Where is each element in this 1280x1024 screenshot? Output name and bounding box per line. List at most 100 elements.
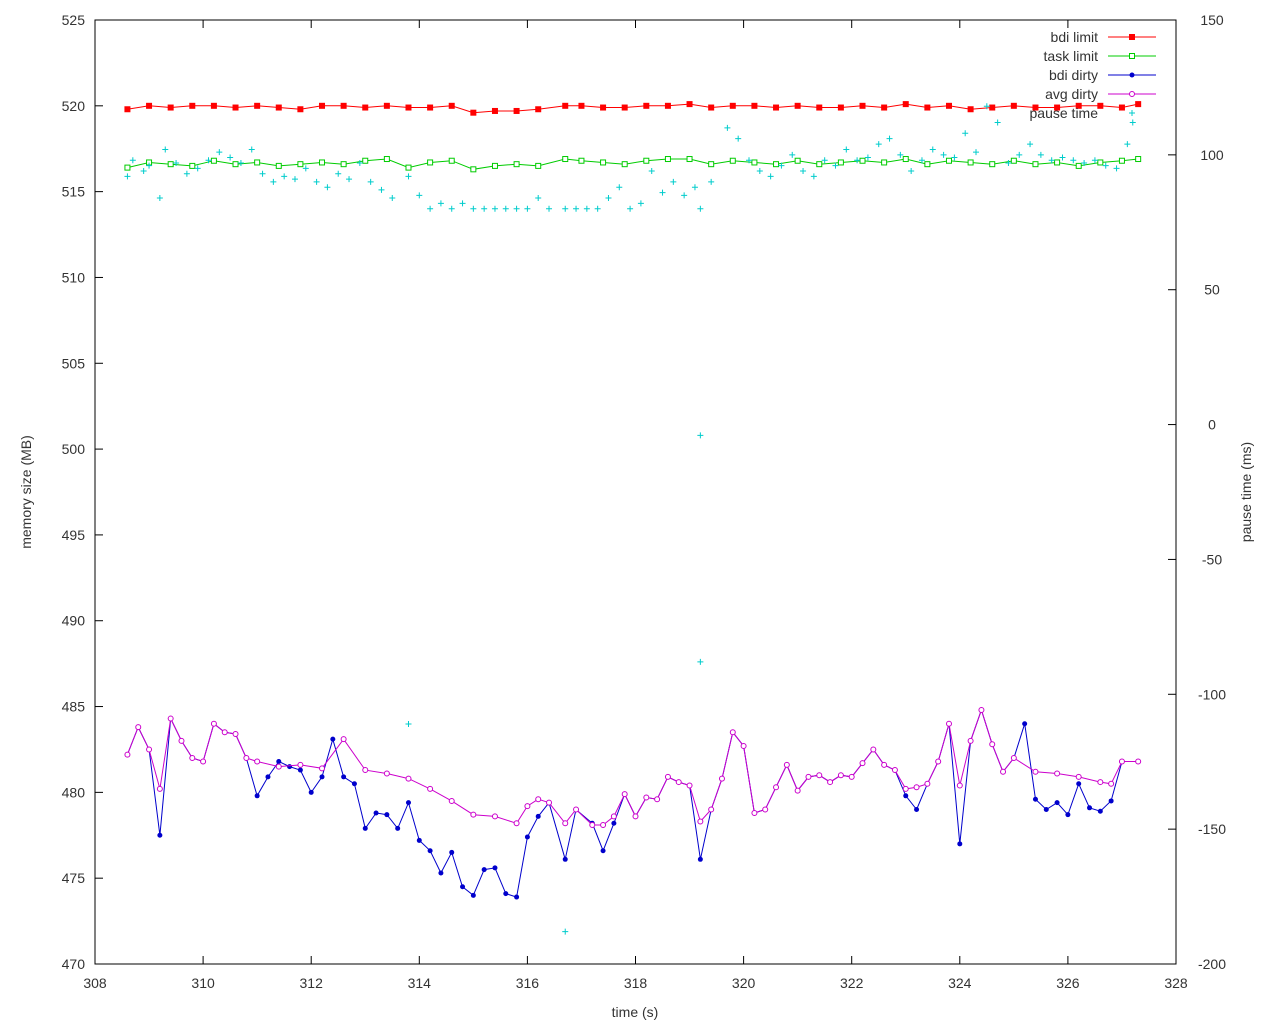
pause-time-point xyxy=(951,154,958,161)
pause-time-point xyxy=(767,173,774,180)
bdi-dirty-point xyxy=(449,849,455,855)
avg-dirty-point xyxy=(232,731,239,738)
bdi-limit-point xyxy=(491,107,498,114)
bdi-dirty-point xyxy=(492,865,498,871)
avg-dirty-point xyxy=(848,773,855,780)
avg-dirty-point xyxy=(156,785,163,792)
legend-pause-time-point xyxy=(1129,110,1135,116)
avg-dirty-point xyxy=(762,806,769,813)
pause-time-point xyxy=(832,162,839,169)
task-limit-point xyxy=(491,162,498,169)
x-tick-label: 322 xyxy=(840,975,864,991)
avg-dirty-point xyxy=(448,797,455,804)
avg-dirty-point xyxy=(827,779,834,786)
task-limit-point xyxy=(859,157,866,164)
avg-dirty-point xyxy=(200,758,207,765)
bdi-dirty-point xyxy=(308,789,314,795)
bdi-dirty-point xyxy=(351,781,357,787)
legend-label: bdi dirty xyxy=(1049,67,1098,83)
pause-time-series xyxy=(124,103,1136,935)
task-limit-point xyxy=(686,156,693,163)
bdi-dirty-point xyxy=(405,800,411,806)
pause-time-point xyxy=(843,146,850,153)
avg-dirty-point xyxy=(729,729,736,736)
task-limit-point xyxy=(967,159,974,166)
task-limit-point xyxy=(210,157,217,164)
avg-dirty-point xyxy=(427,785,434,792)
legend: bdi limit task limit bdi dirty avg dirty pau… xyxy=(1030,29,1156,121)
bdi-dirty-point xyxy=(319,774,325,780)
avg-dirty-point xyxy=(1118,758,1125,765)
task-limit-point xyxy=(340,161,347,168)
task-limit-point xyxy=(837,159,844,166)
bdi-limit-point xyxy=(816,104,823,111)
bdi-limit-point xyxy=(405,104,412,111)
pause-time-point xyxy=(708,178,715,185)
bdi-limit-point xyxy=(470,109,477,116)
task-limit-point xyxy=(578,157,585,164)
pause-time-point xyxy=(616,184,623,191)
y-tick-label: 495 xyxy=(62,527,86,543)
y-tick-label: 525 xyxy=(62,12,86,28)
task-limit-point xyxy=(751,159,758,166)
bdi-limit-point xyxy=(794,102,801,109)
y-tick-label: 505 xyxy=(62,355,86,371)
x-tick-label: 328 xyxy=(1164,975,1188,991)
y2-tick-label: -50 xyxy=(1202,551,1222,567)
avg-dirty-point xyxy=(210,720,217,727)
pause-time-point xyxy=(270,178,277,185)
pause-time-point xyxy=(583,205,590,212)
bdi-limit-point xyxy=(967,106,974,113)
bdi-limit-point xyxy=(643,102,650,109)
pause-time-point xyxy=(481,205,488,212)
task-limit-point xyxy=(167,161,174,168)
pause-time-point xyxy=(1037,151,1044,158)
bdi-limit-point xyxy=(902,101,909,108)
pause-time-point xyxy=(546,205,553,212)
avg-dirty-point xyxy=(935,758,942,765)
avg-dirty-point xyxy=(654,796,661,803)
bdi-limit-point xyxy=(167,104,174,111)
bdi-limit-line xyxy=(127,103,1139,114)
pause-time-point xyxy=(1005,159,1012,166)
y2-tick-label: 100 xyxy=(1200,147,1224,163)
bdi-dirty-point xyxy=(395,825,401,831)
legend-label: task limit xyxy=(1044,48,1099,64)
bdi-limit-point xyxy=(513,107,520,114)
pause-time-point xyxy=(800,168,807,175)
bdi-dirty-point xyxy=(600,848,606,854)
bdi-dirty-point xyxy=(1097,808,1103,814)
legend-bdi-limit-point xyxy=(1129,34,1135,40)
pause-time-point xyxy=(697,205,704,212)
avg-dirty-point xyxy=(859,760,866,767)
bdi-dirty-point xyxy=(1022,721,1028,727)
pause-time-point xyxy=(1124,141,1131,148)
task-limit-point xyxy=(1010,157,1017,164)
pause-time-point xyxy=(908,168,915,175)
bdi-dirty-point xyxy=(341,774,347,780)
pause-time-point xyxy=(281,173,288,180)
avg-dirty-point xyxy=(913,784,920,791)
pause-time-point xyxy=(1081,159,1088,166)
pause-time-point xyxy=(146,162,153,169)
pause-time-point xyxy=(983,103,990,110)
avg-dirty-point xyxy=(902,785,909,792)
bdi-limit-point xyxy=(708,104,715,111)
pause-time-point xyxy=(405,173,412,180)
bdi-dirty-point xyxy=(1065,812,1071,818)
y2-tick-label: 50 xyxy=(1204,282,1220,298)
avg-dirty-point xyxy=(535,796,542,803)
y-tick-label: 470 xyxy=(62,956,86,972)
task-limit-point xyxy=(254,159,261,166)
avg-dirty-point xyxy=(124,751,131,758)
task-limit-point xyxy=(1118,157,1125,164)
pause-time-point xyxy=(437,200,444,207)
avg-dirty-point xyxy=(600,821,607,828)
task-limit-point xyxy=(275,162,282,169)
bdi-dirty-point xyxy=(524,834,530,840)
bdi-dirty-point xyxy=(562,856,568,862)
avg-dirty-point xyxy=(697,818,704,825)
bdi-dirty-point xyxy=(914,807,920,813)
legend-avg-dirty-point xyxy=(1129,91,1135,97)
